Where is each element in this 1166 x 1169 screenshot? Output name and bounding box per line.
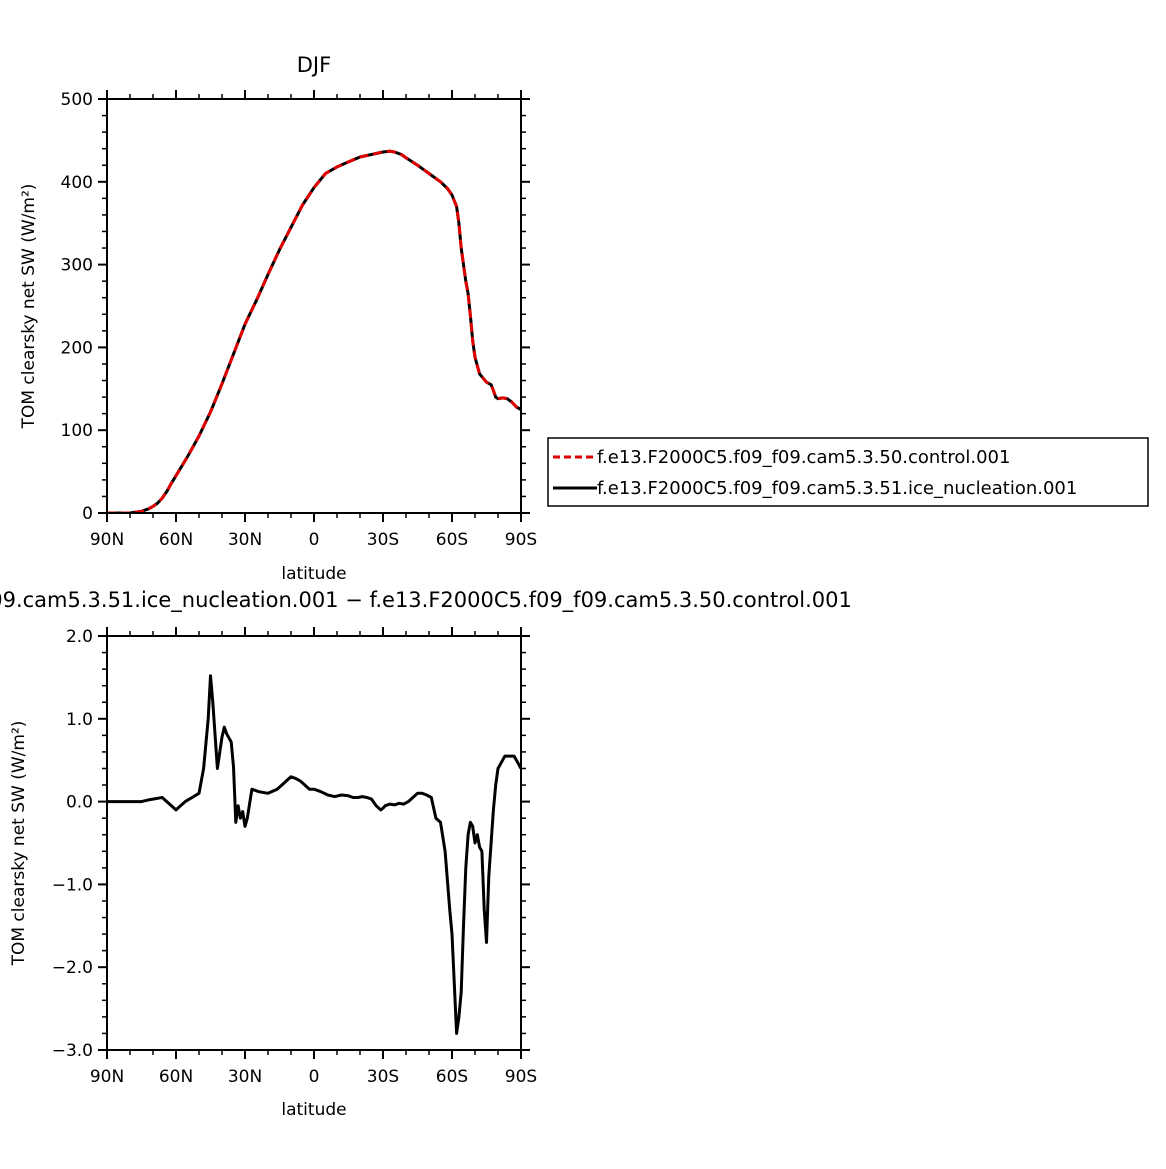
- y-tick-label: −1.0: [52, 875, 93, 895]
- y-tick-label: 500: [61, 90, 93, 110]
- y-tick-label: 1.0: [66, 710, 93, 730]
- chart-title: f.e13.F2000C5.f09_f09.cam5.3.51.ice_nucl…: [0, 588, 852, 613]
- x-tick-label: 0: [309, 530, 320, 550]
- legend-label-control: f.e13.F2000C5.f09_f09.cam5.3.50.control.…: [597, 447, 1010, 468]
- x-tick-label: 60N: [159, 1067, 193, 1087]
- x-axis-label: latitude: [281, 564, 346, 584]
- x-tick-label: 90S: [505, 530, 537, 550]
- y-axis-label: TOM clearsky net SW (W/m²): [19, 184, 39, 430]
- y-axis-label: TOM clearsky net SW (W/m²): [9, 721, 29, 967]
- y-tick-label: 200: [61, 338, 93, 358]
- y-tick-label: 2.0: [66, 627, 93, 647]
- x-tick-label: 60S: [436, 1067, 468, 1087]
- y-tick-label: −3.0: [52, 1041, 93, 1061]
- series-line-0: [107, 149, 521, 513]
- x-tick-label: 0: [309, 1067, 320, 1087]
- y-tick-label: 0: [82, 504, 93, 524]
- y-tick-label: 300: [61, 256, 93, 276]
- x-tick-label: 30S: [367, 1067, 399, 1087]
- y-tick-label: 400: [61, 173, 93, 193]
- y-tick-label: 0.0: [66, 793, 93, 813]
- x-tick-label: 90S: [505, 1067, 537, 1087]
- x-tick-label: 90N: [90, 1067, 124, 1087]
- series-lines: [107, 674, 521, 1035]
- chart-title: DJF: [297, 53, 331, 77]
- x-tick-label: 30S: [367, 530, 399, 550]
- plot-frame: [106, 635, 522, 1051]
- x-axis-label: latitude: [281, 1100, 346, 1120]
- x-tick-label: 60N: [159, 530, 193, 550]
- panel-difference: 90N 60N 30N 0 30S 60S 90S −3.0 −2.0 −1.0 0.0 1.0 2.0…: [0, 588, 852, 1120]
- legend: f.e13.F2000C5.f09_f09.cam5.3.50.control.…: [547, 437, 1149, 507]
- series-line-1: [107, 149, 521, 513]
- x-tick-label: 60S: [436, 530, 468, 550]
- x-tick-label: 30N: [228, 1067, 262, 1087]
- x-tick-label: 30N: [228, 530, 262, 550]
- y-tick-label: 100: [61, 421, 93, 441]
- legend-label-ice-nucleation: f.e13.F2000C5.f09_f09.cam5.3.51.ice_nucl…: [597, 478, 1077, 499]
- plot-frame: [106, 98, 522, 514]
- legend-frame: [547, 437, 1149, 507]
- series-lines: [107, 149, 521, 513]
- x-tick-label: 90N: [90, 530, 124, 550]
- series-line-0: [107, 674, 521, 1035]
- y-tick-label: −2.0: [52, 958, 93, 978]
